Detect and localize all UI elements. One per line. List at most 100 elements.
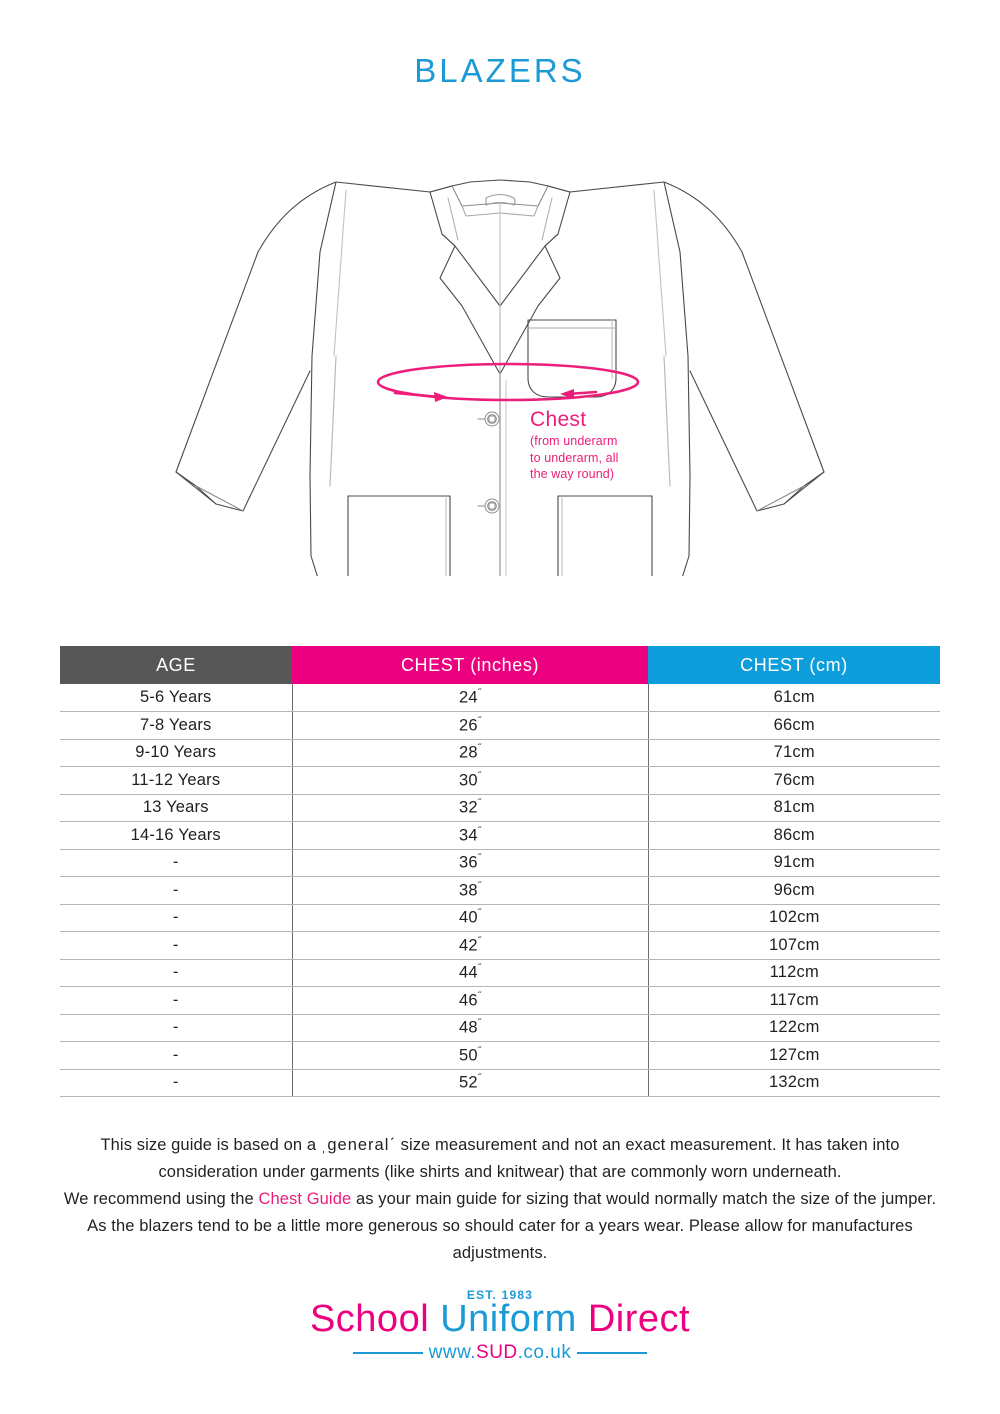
cell-age: - — [60, 931, 292, 960]
cell-age: - — [60, 1014, 292, 1042]
cell-chest-inches: 52˝ — [291, 1069, 648, 1097]
cell-chest-inches: 26˝ — [291, 711, 648, 740]
inch-unit-mark: ˝ — [477, 853, 482, 864]
cell-chest-cm: 61cm — [647, 684, 940, 712]
table-row: 7-8 Years 26˝ 66cm — [60, 711, 940, 740]
cell-age: 11-12 Years — [60, 766, 292, 795]
inch-unit-mark: ˝ — [477, 743, 482, 754]
table-header-row: AGE CHEST (inches) CHEST (cm) — [60, 646, 940, 684]
logo-url-row: www.SUD.co.uk — [0, 1342, 1000, 1364]
inch-unit-mark: ˝ — [477, 1018, 482, 1029]
inch-unit-mark: ˝ — [477, 1073, 482, 1084]
logo-website-url: www.SUD.co.uk — [429, 1342, 572, 1364]
inch-unit-mark: ˝ — [477, 963, 482, 974]
cell-chest-cm: 112cm — [647, 959, 940, 987]
inch-unit-mark: ˝ — [477, 990, 482, 1002]
logo-word-direct: Direct — [587, 1298, 691, 1340]
table-row: -38˝ 96cm — [60, 876, 940, 905]
inch-unit-mark: ˝ — [477, 825, 482, 837]
column-header-chest-inches: CHEST (inches) — [292, 646, 648, 684]
cell-age: - — [60, 1041, 292, 1070]
blazer-illustration: Chest (from underarm to underarm, all th… — [0, 56, 1000, 670]
cell-chest-inches: 24˝ — [291, 684, 648, 712]
page-title: BLAZERS — [414, 52, 586, 89]
cell-chest-inches: 38˝ — [291, 876, 648, 905]
logo-rule-left — [352, 1352, 423, 1354]
logo-rule-right — [577, 1352, 648, 1354]
logo-url-suffix: .co.uk — [517, 1342, 572, 1363]
table-row: 14-16 Years 34˝ 86cm — [60, 821, 940, 850]
note-chest-guide-highlight: Chest Guide — [258, 1190, 352, 1208]
cell-chest-inches: 42˝ — [291, 931, 648, 960]
table-row: 9-10 Years 28˝ 71cm — [60, 739, 940, 767]
size-guide-table: AGE CHEST (inches) CHEST (cm) 5-6 Years 2… — [60, 646, 940, 1097]
cell-chest-cm: 71cm — [647, 739, 940, 767]
inch-unit-mark: ˝ — [477, 715, 482, 727]
chest-measure-ellipse — [376, 362, 640, 402]
cell-chest-cm: 122cm — [647, 1014, 940, 1042]
cell-chest-inches: 48˝ — [291, 1014, 648, 1042]
cell-chest-cm: 132cm — [647, 1069, 940, 1097]
cell-age: - — [60, 1069, 292, 1097]
inch-unit-mark: ˝ — [477, 770, 482, 782]
table-row: -48˝ 122cm — [60, 1014, 940, 1042]
chest-measure-arrows — [393, 389, 598, 402]
table-row: -46˝ 117cm — [60, 986, 940, 1015]
logo-url-brand: SUD — [476, 1342, 518, 1363]
cell-chest-cm: 102cm — [647, 904, 940, 932]
cell-age: - — [60, 904, 292, 932]
table-body: 5-6 Years 24˝ 61cm 7-8 Years 26˝ 66cm 9-10 Yea… — [60, 684, 940, 1097]
logo-url-prefix: www. — [428, 1342, 477, 1363]
cell-chest-cm: 91cm — [647, 849, 940, 877]
cell-chest-inches: 36˝ — [291, 849, 648, 877]
inch-unit-mark: ˝ — [477, 1045, 482, 1057]
logo-wordmark: School Uniform Direct — [0, 1298, 1000, 1341]
column-header-age: AGE — [60, 646, 292, 684]
cell-age: - — [60, 849, 292, 877]
cell-age: 14-16 Years — [60, 821, 292, 850]
cell-chest-cm: 117cm — [647, 986, 940, 1015]
cell-chest-cm: 107cm — [647, 931, 940, 960]
cell-chest-inches: 28˝ — [291, 739, 648, 767]
cell-age: - — [60, 986, 292, 1015]
brand-logo: EST. 1983 School Uniform Direct www.SUD.… — [0, 1288, 1000, 1364]
table-row: -52˝ 132cm — [60, 1069, 940, 1097]
cell-chest-inches: 40˝ — [291, 904, 648, 932]
cell-chest-cm: 81cm — [647, 794, 940, 822]
cell-age: - — [60, 959, 292, 987]
cell-chest-cm: 76cm — [647, 766, 940, 795]
blazer-line-drawing-svg — [175, 179, 825, 576]
cell-chest-inches: 34˝ — [291, 821, 648, 850]
table-row: -36˝ 91cm — [60, 849, 940, 877]
table-row: -50˝ 127cm — [60, 1041, 940, 1070]
cell-chest-inches: 32˝ — [291, 794, 648, 822]
cell-chest-inches: 44˝ — [291, 959, 648, 987]
logo-word-uniform: Uniform — [440, 1298, 577, 1340]
size-guide-note: This size guide is based on a ˌgeneralˊ … — [60, 1132, 940, 1267]
cell-age: - — [60, 876, 292, 905]
table-header: AGE CHEST (inches) CHEST (cm) — [60, 646, 940, 684]
cell-chest-cm: 127cm — [647, 1041, 940, 1070]
note-part-2: size measurement and not an exact measur… — [158, 1136, 900, 1181]
cell-age: 13 Years — [60, 794, 292, 822]
cell-chest-inches: 50˝ — [291, 1041, 648, 1070]
inch-unit-mark: ˝ — [477, 935, 482, 947]
cell-age: 5-6 Years — [60, 684, 292, 712]
inch-unit-mark: ˝ — [477, 798, 482, 809]
cell-age: 7-8 Years — [60, 711, 292, 740]
table-row: -42˝ 107cm — [60, 931, 940, 960]
inch-unit-mark: ˝ — [477, 687, 482, 699]
cell-chest-cm: 86cm — [647, 821, 940, 850]
cell-chest-cm: 66cm — [647, 711, 940, 740]
note-quoted-general: ˌgeneralˊ — [320, 1136, 396, 1154]
cell-chest-cm: 96cm — [647, 876, 940, 905]
table-row: -44˝ 112cm — [60, 959, 940, 987]
cell-age: 9-10 Years — [60, 739, 292, 767]
table-row: 5-6 Years 24˝ 61cm — [60, 684, 940, 712]
table-row: 11-12 Years 30˝ 76cm — [60, 766, 940, 795]
logo-word-school: School — [309, 1298, 430, 1340]
cell-chest-inches: 46˝ — [291, 986, 648, 1015]
note-part-3: We recommend using the — [63, 1190, 259, 1208]
cell-chest-inches: 30˝ — [291, 766, 648, 795]
inch-unit-mark: ˝ — [477, 880, 482, 892]
